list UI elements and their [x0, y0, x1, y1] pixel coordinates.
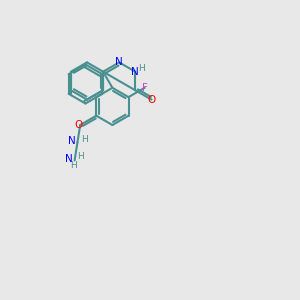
Text: N: N — [65, 154, 73, 164]
Text: N: N — [131, 67, 139, 77]
Text: H: H — [77, 152, 84, 160]
Text: N: N — [115, 57, 123, 68]
Text: H: H — [70, 161, 76, 170]
Text: O: O — [74, 120, 82, 130]
Text: F: F — [142, 83, 148, 93]
Text: H: H — [81, 135, 87, 144]
Text: N: N — [68, 136, 76, 146]
Text: O: O — [147, 94, 156, 105]
Text: H: H — [139, 64, 145, 73]
